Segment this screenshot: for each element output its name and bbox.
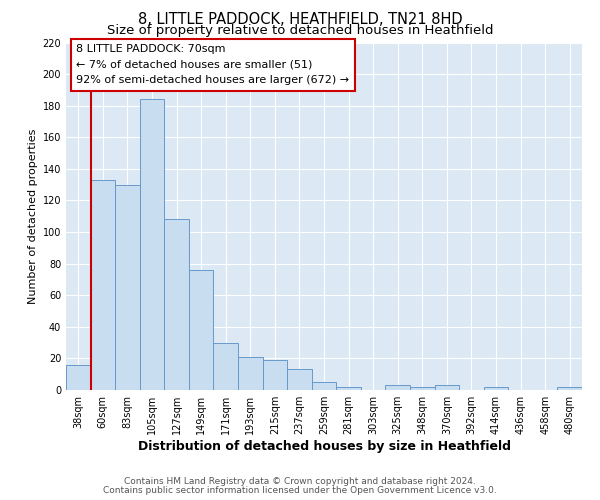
Bar (385, 386, 410, 390)
Bar (214, 342, 238, 390)
X-axis label: Distribution of detached houses by size in Heathfield: Distribution of detached houses by size … (137, 440, 511, 453)
Bar (557, 387, 582, 390)
Bar (410, 387, 434, 390)
Bar (312, 382, 336, 390)
Text: 8 LITTLE PADDOCK: 70sqm
← 7% of detached houses are smaller (51)
92% of semi-det: 8 LITTLE PADDOCK: 70sqm ← 7% of detached… (76, 44, 349, 86)
Bar (164, 220, 189, 390)
Bar (263, 360, 287, 390)
Bar (66, 364, 91, 390)
Bar (287, 370, 312, 390)
Bar (189, 270, 214, 390)
Bar (434, 386, 459, 390)
Bar (115, 184, 140, 390)
Bar (484, 387, 508, 390)
Y-axis label: Number of detached properties: Number of detached properties (28, 128, 38, 304)
Text: Contains HM Land Registry data © Crown copyright and database right 2024.: Contains HM Land Registry data © Crown c… (124, 477, 476, 486)
Bar (238, 357, 263, 390)
Bar (140, 100, 164, 390)
Text: Contains public sector information licensed under the Open Government Licence v3: Contains public sector information licen… (103, 486, 497, 495)
Text: 8, LITTLE PADDOCK, HEATHFIELD, TN21 8HD: 8, LITTLE PADDOCK, HEATHFIELD, TN21 8HD (137, 12, 463, 28)
Bar (336, 387, 361, 390)
Text: Size of property relative to detached houses in Heathfield: Size of property relative to detached ho… (107, 24, 493, 37)
Bar (91, 180, 115, 390)
